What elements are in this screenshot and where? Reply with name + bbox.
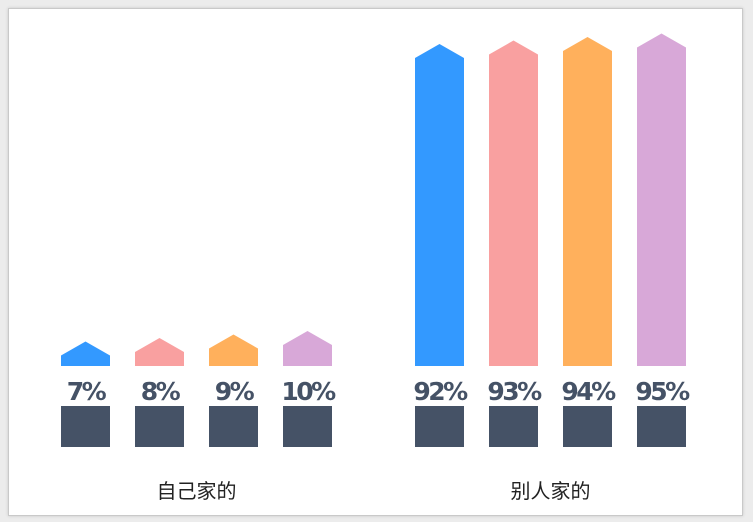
- bar-1-2: [563, 37, 612, 366]
- bar-base-0-1: [135, 406, 184, 447]
- bar-1-3: [637, 33, 686, 366]
- bar-base-0-2: [209, 406, 258, 447]
- bar-1-0: [415, 44, 464, 366]
- bar-1-1: [489, 40, 538, 366]
- chart-frame: 7% 8% 9% 10% 自己家的 92% 93% 94% 95% 别人家的: [8, 8, 743, 516]
- data-label-0-3: 10%: [281, 377, 336, 406]
- data-label-1-0: 92%: [413, 377, 468, 406]
- data-label-0-1: 8%: [141, 377, 181, 406]
- bar-0-0: [61, 341, 110, 366]
- bar-base-1-1: [489, 406, 538, 447]
- bar-base-1-3: [637, 406, 686, 447]
- bar-0-1: [135, 338, 184, 366]
- data-label-1-3: 95%: [635, 377, 690, 406]
- bar-base-1-2: [563, 406, 612, 447]
- bar-0-2: [209, 334, 258, 366]
- bar-base-0-0: [61, 406, 110, 447]
- data-label-0-0: 7%: [67, 377, 107, 406]
- data-label-0-2: 9%: [215, 377, 255, 406]
- category-label-0: 自己家的: [157, 479, 237, 503]
- data-label-1-1: 93%: [487, 377, 542, 406]
- bar-base-0-3: [283, 406, 332, 447]
- category-label-1: 别人家的: [511, 479, 591, 503]
- data-label-1-2: 94%: [561, 377, 616, 406]
- bar-base-1-0: [415, 406, 464, 447]
- bar-0-3: [283, 331, 332, 366]
- bar-chart: 7% 8% 9% 10% 自己家的 92% 93% 94% 95% 别人家的: [61, 33, 693, 503]
